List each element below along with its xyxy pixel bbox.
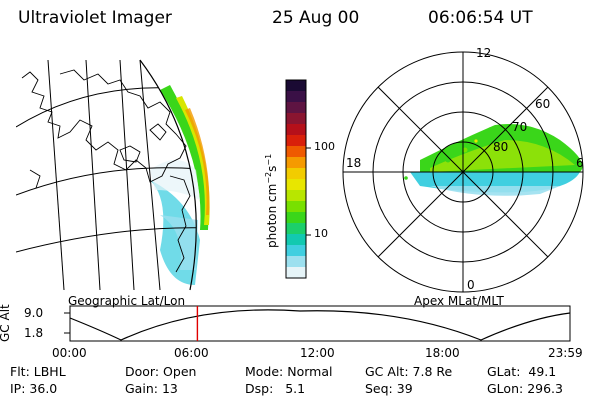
mlt-label-6: 6 [576, 156, 584, 170]
altitude-xtick-1200: 12:00 [300, 346, 335, 360]
colorbar-cell [286, 212, 306, 224]
colorbar-cell [286, 267, 306, 279]
footer-flt: Flt: LBHL [10, 364, 66, 379]
colorbar-cell [286, 146, 306, 158]
colorbar-gradient [286, 80, 306, 279]
altitude-xtick-0600: 06:00 [174, 346, 209, 360]
colorbar-tick-label-100: 100 [314, 140, 335, 153]
mlt-label-12: 12 [476, 46, 492, 60]
colorbar-cell [286, 179, 306, 191]
apex-panel-label: Apex MLat/MLT [414, 294, 504, 308]
altitude-plot-frame [69, 305, 571, 342]
mlt-label-0: 0 [467, 278, 475, 292]
app-title: Ultraviolet Imager [18, 8, 172, 28]
colorbar-frame [285, 79, 307, 279]
colorbar-cell [286, 80, 306, 92]
mlat-label-80: 80 [493, 140, 509, 154]
colorbar-cell [286, 245, 306, 257]
footer-glon: GLon: 296.3 [487, 381, 563, 396]
colorbar-cell [286, 190, 306, 202]
footer-gain: Gain: 13 [125, 381, 178, 396]
colorbar-cell [286, 113, 306, 125]
footer-mode: Mode: Normal [245, 364, 333, 379]
colorbar-cell [286, 201, 306, 213]
colorbar-cell [286, 168, 306, 180]
colorbar-tick-label-10: 10 [314, 227, 328, 240]
colorbar-cell [286, 135, 306, 147]
altitude-xtick-0000: 00:00 [52, 346, 87, 360]
polar-grid [342, 51, 584, 293]
mlat-label-60: 60 [535, 97, 551, 111]
altitude-xtick-1800: 18:00 [425, 346, 460, 360]
header-date: 25 Aug 00 [272, 8, 360, 28]
footer-gc-alt: GC Alt: 7.8 Re [365, 364, 453, 379]
colorbar-cell [286, 234, 306, 246]
altitude-curve [69, 309, 571, 341]
geo-grid-lines [16, 60, 197, 290]
colorbar-cell [286, 124, 306, 136]
footer-dsp: Dsp: 5.1 [245, 381, 306, 396]
colorbar-cell [286, 223, 306, 235]
header-time: 06:06:54 UT [428, 8, 533, 28]
colorbar-cell [286, 91, 306, 103]
altitude-xtick-2359: 23:59 [548, 346, 583, 360]
altitude-ytick-low: 1.8 [24, 326, 44, 340]
colorbar-cell [286, 102, 306, 114]
footer-door: Door: Open [125, 364, 197, 379]
mlat-label-70: 70 [512, 120, 528, 134]
geographic-panel-label: Geographic Lat/Lon [68, 294, 186, 308]
altitude-ytick-high: 9.0 [24, 306, 44, 320]
footer-ip: IP: 36.0 [10, 381, 58, 396]
footer-seq: Seq: 39 [365, 381, 413, 396]
earth-limb [139, 59, 197, 291]
colorbar-cell [286, 256, 306, 268]
footer-glat: GLat: 49.1 [487, 364, 557, 379]
mlt-label-18: 18 [346, 156, 362, 170]
colorbar-cell [286, 157, 306, 169]
coastline-outline [21, 69, 191, 273]
auroral-emission-polar [404, 124, 583, 196]
